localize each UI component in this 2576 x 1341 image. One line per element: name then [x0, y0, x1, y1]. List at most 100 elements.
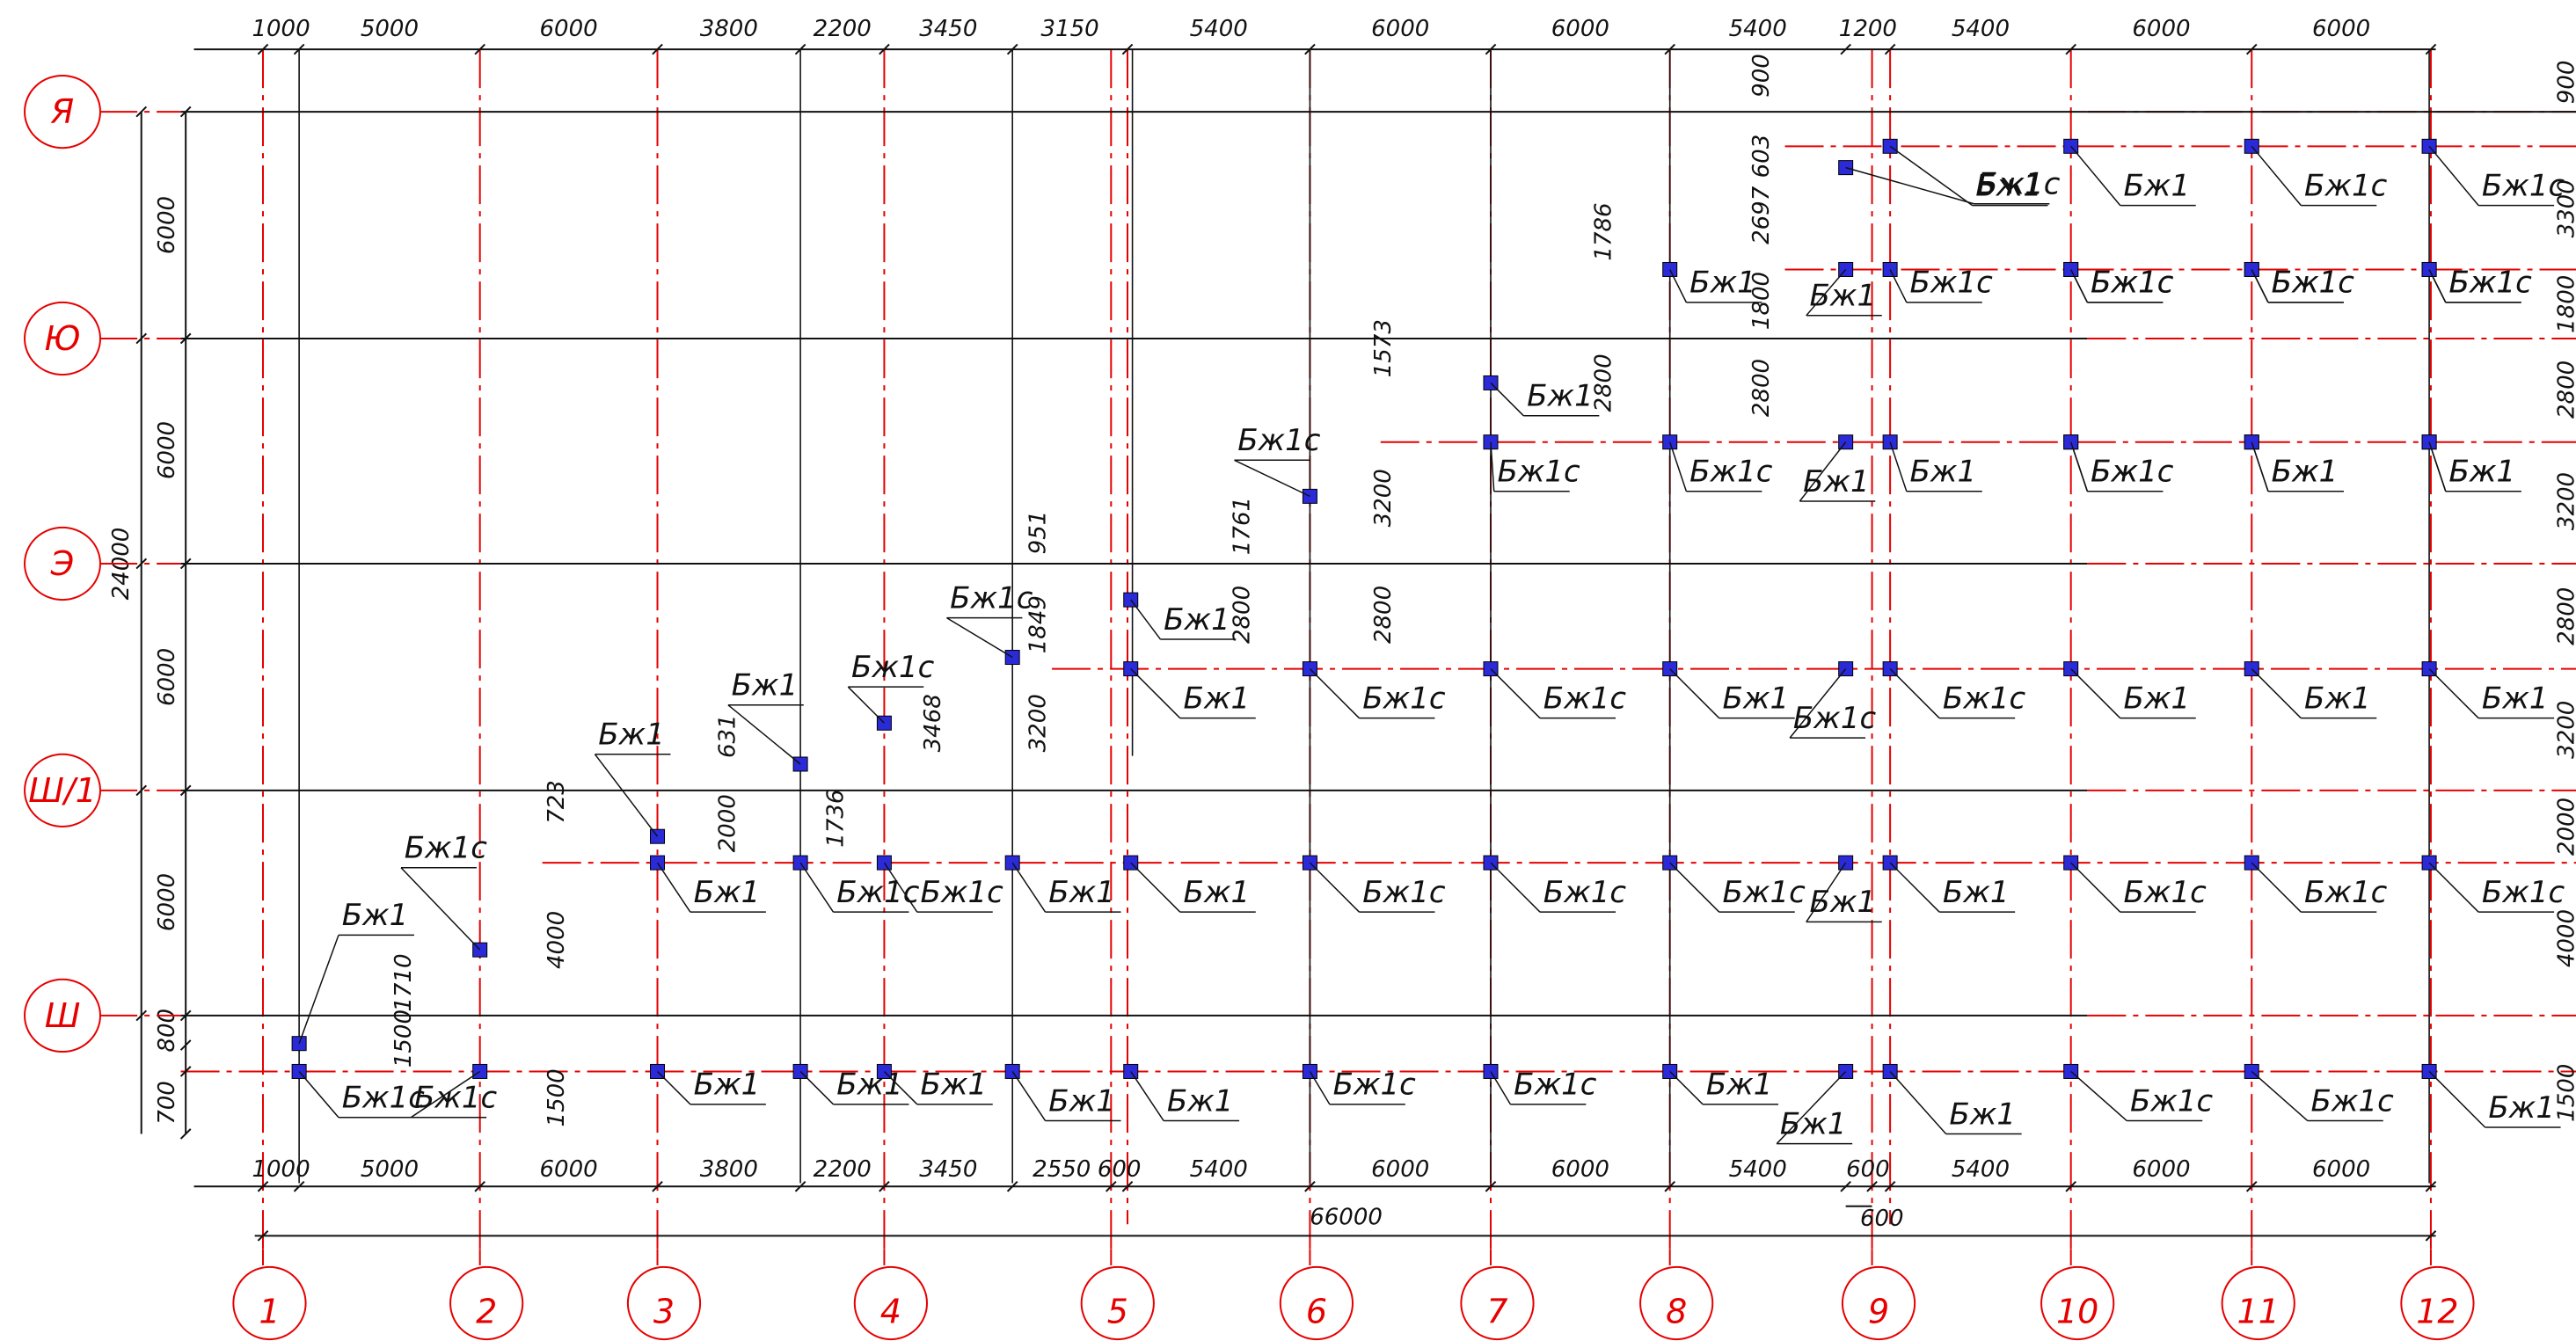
top-dimension-value: 2200 [814, 16, 872, 42]
dimension-tick [179, 558, 192, 570]
column-axis-bubble [232, 1265, 307, 1341]
leader-line [2070, 862, 2121, 913]
dimension-tick [179, 1009, 192, 1022]
node-label: Бж1 [694, 1068, 761, 1103]
node-label: Бж1с [836, 875, 920, 910]
node-label: Бж1с [342, 1081, 426, 1116]
right-dimension-value: 3200 [2554, 701, 2576, 759]
node-label: Бж1с [1723, 875, 1806, 910]
leader-line [1889, 1070, 1947, 1134]
node-label: Бж1 [2304, 681, 2371, 716]
node-label: Бж1с [414, 1081, 498, 1116]
dimension-tick [293, 1180, 305, 1192]
right-dimension-value: 2800 [2554, 361, 2576, 419]
column-axis-label: 6 [1306, 1292, 1327, 1330]
leader-line [1776, 1070, 1847, 1145]
node-label: Бж1с [950, 580, 1033, 616]
left-dimension-value: 6000 [154, 421, 180, 479]
inner-dimension-value: 1500 [390, 1009, 417, 1068]
dimension-tick [474, 1180, 486, 1192]
top-dimension-value: 6000 [540, 16, 598, 42]
node-label: Бж1с [2304, 168, 2388, 203]
left-dimension-value: 6000 [154, 648, 180, 706]
node-label: Бж1 [1048, 1083, 1115, 1119]
dimension-tick [1664, 43, 1676, 55]
leader-line [1130, 668, 1181, 719]
node-label: Бж1с [1543, 875, 1627, 910]
node-label: Бж1 [1910, 455, 1977, 490]
leader-line [1130, 1071, 1164, 1121]
node-label: Бж1с [2272, 266, 2355, 301]
leader-line [1799, 441, 1847, 502]
node-label: Бж1с [1362, 875, 1446, 910]
node-label: Бж1с [2449, 266, 2533, 301]
dimension-tick [135, 1009, 148, 1022]
column-axis-label: 9 [1868, 1292, 1889, 1330]
dimension-tick [652, 1180, 663, 1192]
node-label: Бж1 [921, 1068, 988, 1103]
leader-line [2428, 1070, 2486, 1128]
leader-line [1845, 166, 1974, 205]
dimension-tick [1304, 1180, 1316, 1192]
bottom-dimension-value: 6000 [2132, 1156, 2190, 1183]
leader-line [883, 862, 918, 913]
inner-dimension-value: 1500 [544, 1068, 570, 1126]
leader-line [1669, 668, 1720, 719]
dimension-tick [794, 1180, 806, 1192]
node-label: Бж1 [1164, 602, 1230, 638]
inner-dimension-value: 2800 [1229, 586, 1255, 644]
dimension-tick [293, 43, 305, 55]
dimension-tick [1304, 43, 1316, 55]
bottom-dimension-value: 5400 [1190, 1156, 1248, 1183]
leader-line [1490, 382, 1524, 417]
row-axis-label: Э [50, 544, 75, 583]
leader-line [1130, 862, 1181, 913]
column-axis-bubble [626, 1265, 702, 1341]
top-dimension-value: 1000 [252, 16, 310, 42]
top-dimension-value: 3800 [700, 16, 758, 42]
column-axis-label: 2 [476, 1292, 497, 1330]
node-label: Бж1 [1048, 875, 1115, 910]
node-label: Бж1 [1167, 1083, 1234, 1119]
dimension-tick [257, 43, 269, 55]
node-label: Бж1 [2488, 1090, 2555, 1126]
row-axis-bubble [24, 753, 101, 828]
leader-line [1789, 668, 1847, 739]
inner-dimension-value: 3468 [920, 694, 946, 752]
bottom-dimension-value: 2550 [1033, 1156, 1091, 1183]
node-label: Бж1 [2123, 168, 2190, 203]
node-label: Бж1с [2304, 875, 2388, 910]
dimension-tick [179, 1128, 192, 1140]
bottom-dimension-value: 6000 [540, 1156, 598, 1183]
row-axis-bubble [24, 978, 101, 1053]
top-dimension-value: 5400 [1952, 16, 2010, 42]
node-label: Бж1с [2091, 266, 2174, 301]
bottom-dimension-value: 600 [1098, 1156, 1142, 1183]
row-axis-label: Ш [45, 996, 81, 1035]
dimension-tick [1884, 1180, 1896, 1192]
column-axis-bubble [2040, 1265, 2115, 1341]
node-label: Бж1с [2091, 266, 2174, 301]
node-label: Бж1 [836, 1068, 903, 1103]
leader-line [1309, 862, 1361, 913]
bottom-dimension-value: 5400 [1729, 1156, 1787, 1183]
dimension-tick [2425, 43, 2437, 55]
right-dimension-value: 1500 [2554, 1064, 2576, 1122]
leader-line [1011, 1071, 1047, 1121]
row-axis-label: Ю [44, 319, 80, 358]
node-label: Бж1 [598, 718, 665, 753]
leader-line [2251, 668, 2302, 719]
inner-dimension-value: 900 [1748, 54, 1775, 98]
node-label: Бж1 [1527, 379, 1594, 414]
dimension-tick [879, 43, 890, 55]
leader-line [1309, 1071, 1331, 1105]
leader-line [1011, 862, 1047, 913]
column-axis-bubble [1841, 1265, 1916, 1341]
node-label: Бж1с [2123, 875, 2207, 910]
dimension-tick [474, 43, 486, 55]
leader-line [1669, 862, 1720, 913]
leader-line [2251, 269, 2269, 303]
node-label: Бж1с [1237, 423, 1321, 458]
dimension-tick [179, 1039, 192, 1051]
node-label: Бж1 [1780, 1106, 1847, 1141]
